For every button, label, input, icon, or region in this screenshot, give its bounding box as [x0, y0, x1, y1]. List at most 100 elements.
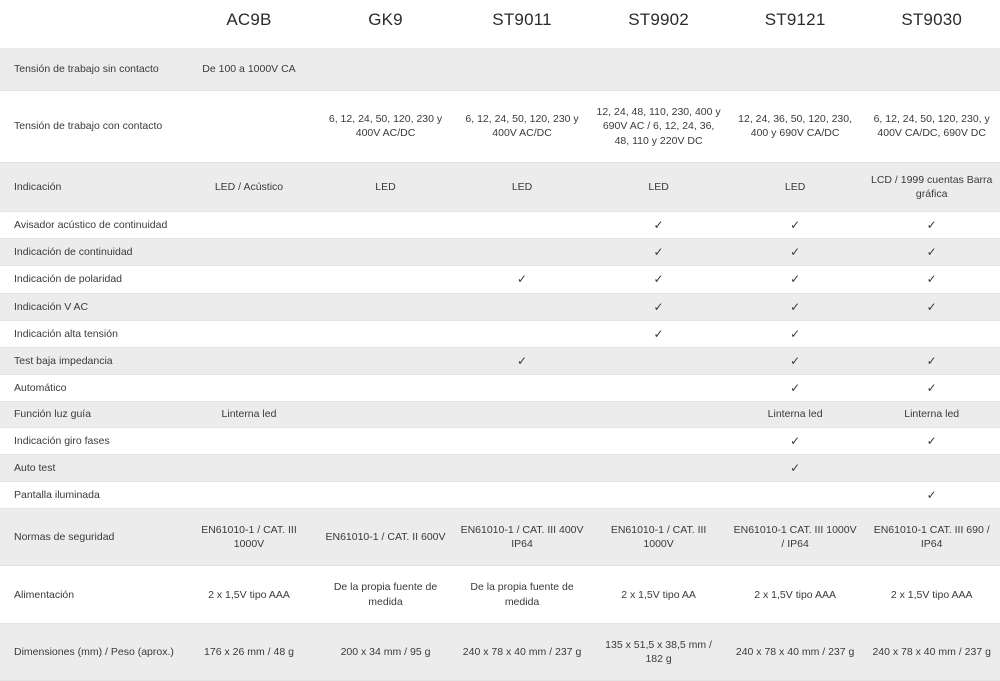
cell: Linterna led: [727, 402, 864, 427]
table-body: Tensión de trabajo sin contactoDe 100 a …: [0, 48, 1000, 681]
cell: ✓: [590, 320, 727, 347]
cell: 6, 12, 24, 50, 120, 230 y 400V AC/DC: [317, 91, 454, 163]
table-row: Avisador acústico de continuidad✓✓✓: [0, 212, 1000, 239]
cell: [181, 375, 318, 402]
row-label: Test baja impedancia: [0, 347, 181, 374]
check-icon: ✓: [790, 218, 800, 232]
cell: EN61010-1 / CAT. III 1000V: [590, 509, 727, 566]
cell: ✓: [863, 212, 1000, 239]
cell: 2 x 1,5V tipo AAA: [863, 566, 1000, 623]
cell: [317, 239, 454, 266]
row-label: Tensión de trabajo con contacto: [0, 91, 181, 163]
cell: [317, 320, 454, 347]
cell: ✓: [863, 481, 1000, 508]
row-label: Indicación alta tensión: [0, 320, 181, 347]
cell: [454, 427, 591, 454]
cell: ✓: [863, 375, 1000, 402]
cell: [863, 454, 1000, 481]
check-icon: ✓: [790, 245, 800, 259]
cell: ✓: [863, 427, 1000, 454]
table-row: Automático✓✓: [0, 375, 1000, 402]
cell: EN61010-1 / CAT. II 600V: [317, 509, 454, 566]
cell: 6, 12, 24, 50, 120, 230, y 400V CA/DC, 6…: [863, 91, 1000, 163]
cell: LCD / 1999 cuentas Barra gráfica: [863, 162, 1000, 211]
cell: [181, 212, 318, 239]
row-label: Indicación de polaridad: [0, 266, 181, 293]
cell: EN61010-1 / CAT. III 1000V: [181, 509, 318, 566]
check-icon: ✓: [790, 327, 800, 341]
cell: ✓: [727, 375, 864, 402]
cell: [590, 481, 727, 508]
cell: [317, 427, 454, 454]
table-row: Función luz guía Linterna ledLinterna led…: [0, 402, 1000, 427]
cell: [181, 454, 318, 481]
cell: [863, 320, 1000, 347]
cell: ✓: [590, 212, 727, 239]
cell: LED / Acústico: [181, 162, 318, 211]
cell: [590, 347, 727, 374]
row-label: Auto test: [0, 454, 181, 481]
cell: LED: [727, 162, 864, 211]
cell: [317, 48, 454, 91]
cell: 176 x 26 mm / 48 g: [181, 623, 318, 680]
cell: [454, 212, 591, 239]
cell: [317, 454, 454, 481]
cell: [317, 402, 454, 427]
cell: De la propia fuente de medida: [317, 566, 454, 623]
header-corner: [0, 0, 181, 48]
comparison-table: AC9B GK9 ST9011 ST9902 ST9121 ST9030 Ten…: [0, 0, 1000, 681]
table-row: Normas de seguridadEN61010-1 / CAT. III …: [0, 509, 1000, 566]
cell: ✓: [590, 293, 727, 320]
cell: ✓: [727, 212, 864, 239]
cell: ✓: [454, 266, 591, 293]
cell: De la propia fuente de medida: [454, 566, 591, 623]
cell: 2 x 1,5V tipo AA: [590, 566, 727, 623]
row-label: Función luz guía: [0, 402, 181, 427]
cell: ✓: [590, 266, 727, 293]
row-label: Indicación giro fases: [0, 427, 181, 454]
cell: [181, 427, 318, 454]
row-label: Tensión de trabajo sin contacto: [0, 48, 181, 91]
cell: EN61010-1 / CAT. III 400V IP64: [454, 509, 591, 566]
cell: [454, 239, 591, 266]
cell: [454, 293, 591, 320]
cell: [454, 481, 591, 508]
cell: ✓: [727, 239, 864, 266]
cell: [454, 375, 591, 402]
table-row: Auto test ✓: [0, 454, 1000, 481]
check-icon: ✓: [654, 300, 664, 314]
cell: 12, 24, 36, 50, 120, 230, 400 y 690V CA/…: [727, 91, 864, 163]
table-row: Indicación alta tensión ✓ ✓: [0, 320, 1000, 347]
cell: ✓: [727, 266, 864, 293]
product-header: ST9121: [727, 0, 864, 48]
table-row: IndicaciónLED / AcústicoLEDLEDLEDLEDLCD …: [0, 162, 1000, 211]
cell: [181, 239, 318, 266]
cell: LED: [317, 162, 454, 211]
row-label: Indicación V AC: [0, 293, 181, 320]
cell: ✓: [727, 320, 864, 347]
cell: [317, 347, 454, 374]
table-row: Indicación giro fases ✓ ✓: [0, 427, 1000, 454]
table-row: Indicación de polaridad✓✓✓✓: [0, 266, 1000, 293]
cell: [181, 266, 318, 293]
cell: [317, 481, 454, 508]
cell: ✓: [863, 293, 1000, 320]
row-label: Pantalla iluminada: [0, 481, 181, 508]
cell: Linterna led: [863, 402, 1000, 427]
row-label: Indicación de continuidad: [0, 239, 181, 266]
cell: [590, 454, 727, 481]
cell: [454, 48, 591, 91]
check-icon: ✓: [517, 272, 527, 286]
cell: [590, 402, 727, 427]
check-icon: ✓: [790, 434, 800, 448]
cell: 240 x 78 x 40 mm / 237 g: [863, 623, 1000, 680]
product-header: AC9B: [181, 0, 318, 48]
cell: [590, 427, 727, 454]
cell: [454, 320, 591, 347]
cell: ✓: [727, 454, 864, 481]
cell: 12, 24, 48, 110, 230, 400 y 690V AC / 6,…: [590, 91, 727, 163]
cell: [454, 402, 591, 427]
cell: [454, 454, 591, 481]
check-icon: ✓: [790, 461, 800, 475]
check-icon: ✓: [790, 300, 800, 314]
